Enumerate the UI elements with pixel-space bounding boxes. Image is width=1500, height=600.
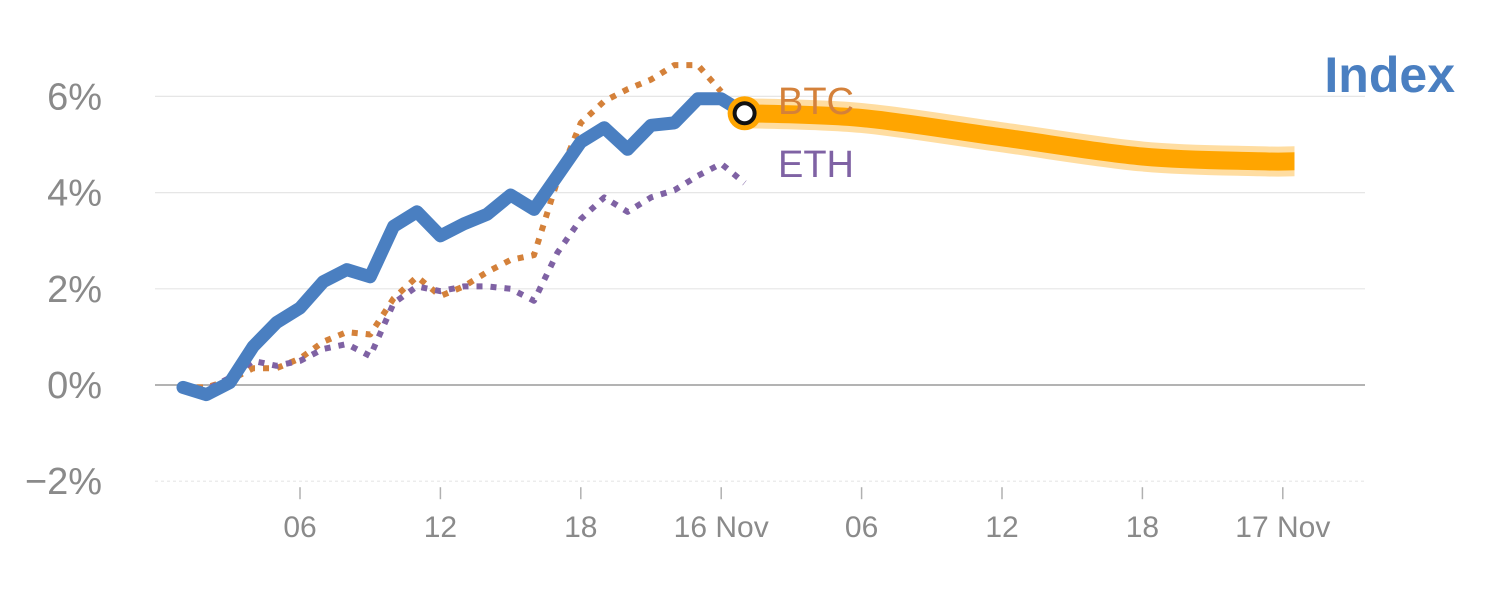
x-tick-label: 06 — [283, 511, 316, 544]
x-tick-label: 18 — [1126, 511, 1159, 544]
y-tick-label: 2% — [47, 269, 102, 311]
x-tick-label: 12 — [985, 511, 1018, 544]
x-tick-label: 17 Nov — [1235, 511, 1330, 544]
eth-series-line — [183, 160, 747, 393]
current-point-marker — [732, 101, 757, 126]
y-tick-label: 0% — [47, 365, 102, 407]
y-tick-label: −2% — [25, 461, 102, 503]
x-tick-label: 16 Nov — [674, 511, 769, 544]
y-tick-label: 4% — [47, 173, 102, 215]
chart-title: Index — [1324, 47, 1455, 103]
forecast-line — [744, 104, 1295, 171]
x-axis: 06 12 18 16 Nov 06 12 18 17 Nov — [283, 487, 1330, 544]
y-tick-label: 6% — [47, 76, 102, 118]
grid-layer — [155, 95, 1365, 482]
x-tick-label: 06 — [845, 511, 878, 544]
btc-series-label: BTC — [778, 81, 854, 123]
series-labels: BTC ETH — [778, 81, 854, 186]
x-tick-label: 18 — [564, 511, 597, 544]
x-tick-label: 12 — [424, 511, 457, 544]
y-axis: 6% 4% 2% 0% −2% — [25, 76, 102, 503]
eth-series-label: ETH — [778, 144, 854, 186]
series-layer — [176, 62, 1295, 402]
index-series-line — [176, 92, 752, 402]
